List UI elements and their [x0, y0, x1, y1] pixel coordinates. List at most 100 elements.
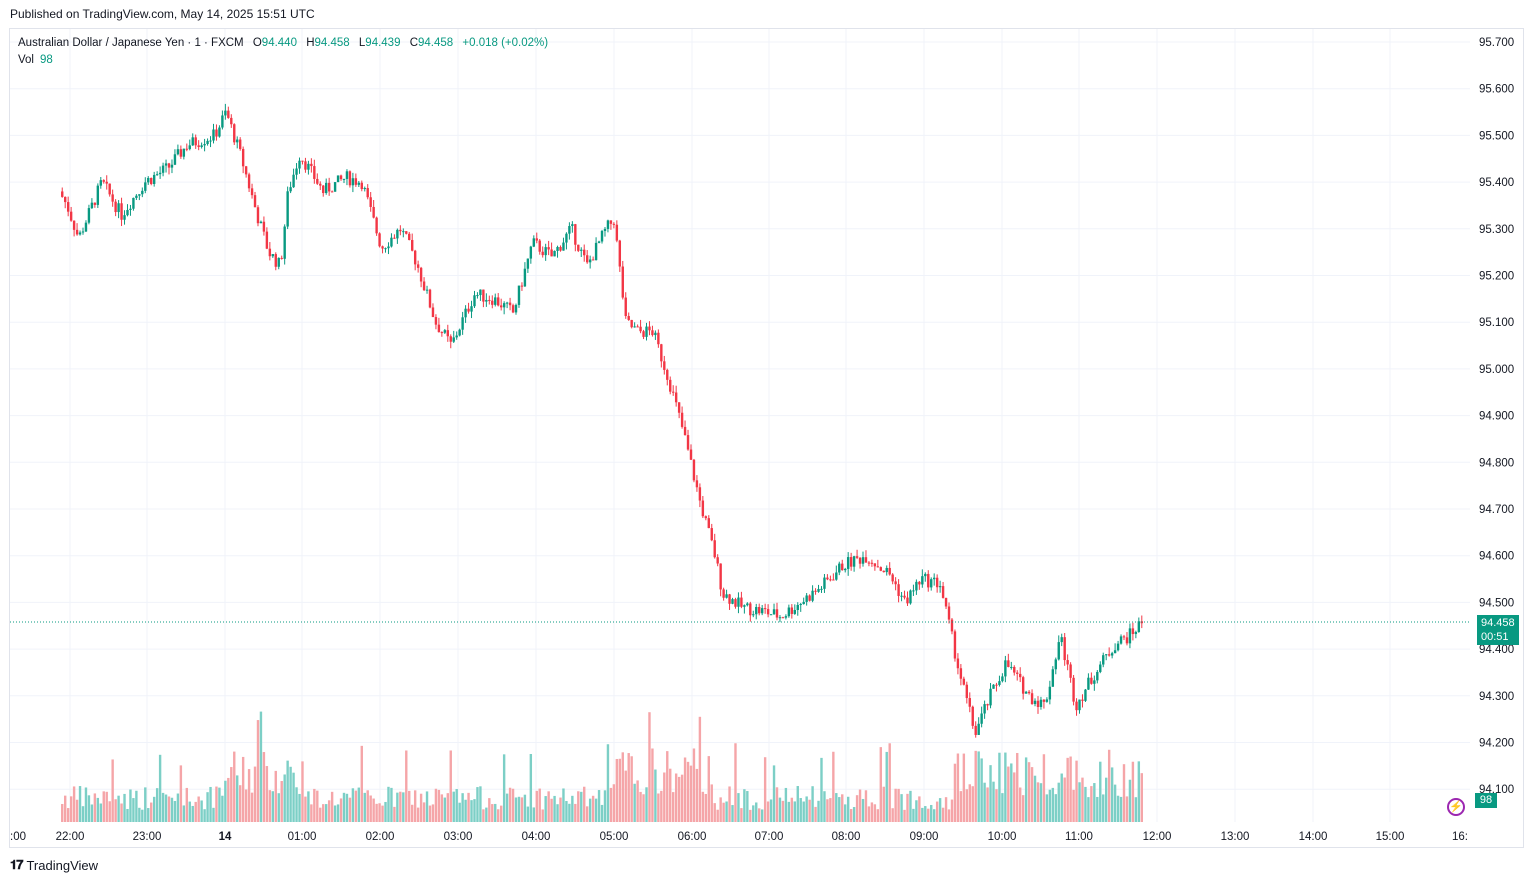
volume-bar [692, 748, 696, 822]
candle-body [482, 289, 485, 302]
volume-bar [99, 803, 102, 822]
candle-body [330, 191, 334, 193]
volume-bar [808, 799, 811, 822]
candle-body [173, 154, 177, 165]
volume-bar [1069, 756, 1072, 822]
candle-body [408, 233, 411, 240]
candle-body [1096, 671, 1099, 681]
time-tick-label: 04:00 [522, 831, 551, 843]
lightning-icon[interactable]: ⚡ [1447, 798, 1465, 816]
volume-bar [968, 784, 971, 822]
volume-bar [763, 757, 767, 822]
candle-body [446, 330, 449, 337]
volume-bar [965, 789, 969, 822]
time-tick-label: 11:00 [1065, 831, 1093, 843]
candle-body [1010, 666, 1013, 668]
volume-bar [550, 798, 553, 822]
candle-body [725, 594, 728, 598]
candle-body [233, 124, 236, 143]
volume-bar [1122, 764, 1126, 822]
candle-body [873, 563, 877, 567]
volume-bar [111, 759, 114, 822]
candle-body [947, 606, 951, 620]
volume-label[interactable]: Vol [18, 54, 34, 66]
candle-body [588, 259, 592, 263]
candle-body [396, 229, 399, 239]
volume-bar [1105, 777, 1108, 822]
candle-body [1075, 701, 1078, 711]
candle-body [419, 267, 423, 282]
price-tick-label: 95.200 [1479, 271, 1514, 283]
volume-bar [256, 720, 260, 822]
price-tick-label: 94.700 [1479, 504, 1514, 516]
candle-body [1072, 677, 1075, 702]
candle-body [265, 231, 269, 249]
volume-bar [538, 788, 541, 822]
candle-body [974, 725, 977, 735]
candle-body [811, 590, 814, 601]
candle-body [517, 285, 521, 305]
volume-bar [96, 797, 100, 822]
candle-body [864, 557, 868, 563]
legend-row-volume: Vol 98 [18, 52, 548, 69]
volume-bar [422, 802, 426, 822]
volume-bar [903, 809, 906, 822]
candle-body [852, 556, 856, 567]
high-label: H [306, 37, 315, 49]
candle-body [405, 231, 408, 234]
volume-bar [150, 802, 153, 822]
candle-body [971, 706, 974, 726]
candle-body [701, 500, 705, 517]
volume-bar [861, 798, 865, 822]
candle-body [114, 201, 117, 213]
candle-body [784, 616, 788, 618]
candle-body [671, 391, 675, 393]
candle-body [674, 392, 678, 403]
volume-bar [583, 786, 586, 822]
candle-body [849, 557, 853, 567]
candle-body [443, 330, 447, 333]
candle-body [188, 145, 191, 150]
volume-bar [766, 801, 770, 822]
candle-body [117, 203, 120, 213]
volume-bar [476, 787, 479, 822]
volume-bar [324, 804, 328, 822]
candle-body [280, 257, 283, 259]
candle-body [568, 226, 571, 234]
candle-body [135, 195, 138, 198]
candle-body [286, 191, 289, 227]
volume-bar [194, 801, 197, 822]
candle-body [882, 570, 885, 573]
symbol-name[interactable]: Australian Dollar / Japanese Yen · 1 · F… [18, 37, 244, 49]
last-price-value: 94.458 [1481, 617, 1515, 629]
volume-bar [330, 791, 334, 822]
candle-body [935, 577, 939, 588]
open-label: O [252, 37, 262, 49]
volume-bar [971, 786, 974, 822]
volume-bar [244, 789, 248, 822]
candle-body [277, 257, 280, 267]
candles [61, 103, 1143, 738]
volume-bar [1072, 789, 1075, 822]
volume-bar [944, 797, 948, 822]
candle-body [304, 161, 307, 170]
candle-body [829, 579, 832, 581]
volume-bar [553, 795, 556, 822]
volume-bar [206, 792, 209, 822]
price-tick-label: 94.200 [1479, 738, 1514, 750]
volume-bar [203, 809, 206, 822]
candle-body [547, 247, 550, 250]
time-tick-label: 12:00 [1143, 831, 1172, 843]
candle-body [1069, 664, 1072, 678]
chart-frame [9, 28, 1524, 848]
footer-brand[interactable]: 𝟏𝟕 TradingView [10, 857, 98, 873]
candle-body [769, 614, 773, 616]
candle-body [1105, 654, 1108, 656]
candle-body [96, 185, 100, 205]
volume-bar [731, 805, 734, 822]
volume-bar [639, 791, 642, 822]
volume-bar [387, 786, 390, 822]
volume-bar [247, 769, 251, 822]
volume-bar [743, 789, 746, 822]
